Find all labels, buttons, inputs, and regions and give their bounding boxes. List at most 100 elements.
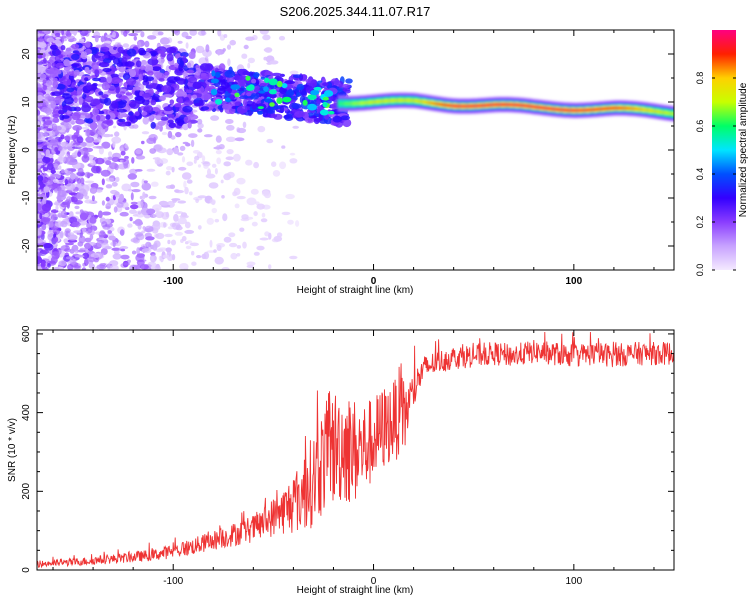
noise-blob	[60, 202, 70, 208]
noise-blob	[222, 48, 226, 52]
band-blob	[324, 114, 330, 120]
ridge-cell	[659, 110, 662, 114]
band-blob	[345, 78, 353, 84]
ridge-cell	[662, 111, 665, 114]
band-blob	[51, 91, 63, 97]
noise-blob	[139, 195, 143, 200]
noise-blob	[49, 56, 57, 63]
ridge-cell	[395, 99, 398, 102]
band-blob	[71, 43, 80, 50]
band-blob	[182, 105, 193, 113]
noise-blob	[149, 254, 157, 263]
noise-blob	[287, 219, 294, 225]
band-blob	[155, 114, 162, 121]
noise-blob	[60, 210, 67, 218]
ridge-spot	[276, 80, 283, 88]
noise-blob	[112, 152, 122, 160]
band-blob	[151, 55, 158, 60]
ridge-cell	[339, 102, 342, 105]
noise-blob	[181, 172, 192, 180]
noise-blob	[178, 166, 187, 171]
band-blob	[338, 83, 343, 88]
noise-blob	[124, 155, 129, 160]
noise-blob	[210, 115, 220, 121]
noise-blob	[177, 200, 187, 204]
noise-blob	[39, 249, 50, 255]
noise-blob	[179, 263, 189, 270]
colorbar-gradient	[712, 30, 736, 270]
noise-blob	[37, 266, 43, 270]
ridge-cell	[654, 110, 657, 113]
noise-blob	[197, 164, 202, 168]
noise-blob	[144, 225, 154, 233]
ridge-spot	[214, 71, 221, 78]
band-blob	[292, 109, 297, 113]
ridge-cell	[518, 103, 521, 107]
noise-blob	[161, 131, 168, 136]
noise-blob	[99, 252, 105, 259]
band-blob	[194, 102, 202, 107]
noise-blob	[236, 195, 246, 200]
noise-blob	[142, 116, 150, 125]
noise-blob	[53, 125, 62, 131]
ridge-spot	[257, 106, 264, 110]
noise-blob	[80, 177, 85, 185]
noise-blob	[190, 139, 195, 148]
noise-blob	[119, 246, 129, 250]
band-blob	[111, 100, 119, 109]
noise-blob	[122, 262, 131, 266]
ridge-cell	[545, 107, 548, 110]
ridge-cell	[483, 104, 486, 107]
noise-blob	[240, 218, 250, 222]
band-blob	[271, 72, 282, 77]
band-blob	[201, 93, 211, 101]
noise-blob	[247, 62, 251, 69]
noise-blob	[131, 250, 137, 255]
noise-blob	[37, 37, 45, 42]
noise-blob	[165, 185, 174, 189]
noise-blob	[71, 152, 79, 158]
y-tick-label: 400	[21, 404, 32, 421]
noise-blob	[113, 250, 120, 255]
ridge-cell	[385, 99, 388, 103]
ridge-cell	[561, 108, 564, 112]
band-blob	[342, 118, 352, 128]
ridge-cell	[411, 99, 414, 102]
band-blob	[84, 66, 90, 73]
ridge-spot	[264, 77, 270, 84]
snr-y-axis-label: SNR (10 * v/v)	[7, 418, 18, 482]
noise-blob	[42, 166, 49, 172]
noise-blob	[46, 142, 52, 148]
colorbar-tick-label: 0.6	[695, 120, 705, 133]
noise-blob	[165, 211, 169, 218]
noise-blob	[73, 230, 82, 234]
noise-blob	[74, 205, 80, 210]
noise-blob	[71, 134, 76, 141]
noise-blob	[289, 152, 296, 156]
ridge-cell	[375, 100, 379, 103]
noise-blob	[236, 177, 246, 185]
noise-blob	[175, 211, 183, 214]
band-blob	[231, 105, 237, 110]
band-blob	[139, 65, 146, 70]
noise-blob	[262, 34, 271, 41]
noise-blob	[107, 156, 113, 161]
noise-blob	[141, 59, 147, 65]
band-blob	[126, 78, 137, 86]
noise-blob	[64, 242, 75, 246]
noise-blob	[73, 102, 79, 108]
ridge-cell	[355, 102, 358, 105]
band-blob	[218, 63, 226, 72]
noise-blob	[141, 131, 150, 135]
band-blob	[186, 69, 195, 74]
band-blob	[94, 69, 100, 75]
noise-blob	[115, 41, 122, 46]
noise-blob	[131, 157, 135, 164]
ridge-cell	[505, 103, 508, 106]
noise-blob	[223, 161, 231, 167]
noise-blob	[173, 147, 180, 155]
colorbar: 0.0 0.2 0.4 0.6 0.8 Normalized spectral ampl…	[695, 30, 749, 276]
band-blob	[73, 97, 78, 104]
noise-blob	[149, 148, 157, 154]
noise-blob	[115, 176, 120, 182]
